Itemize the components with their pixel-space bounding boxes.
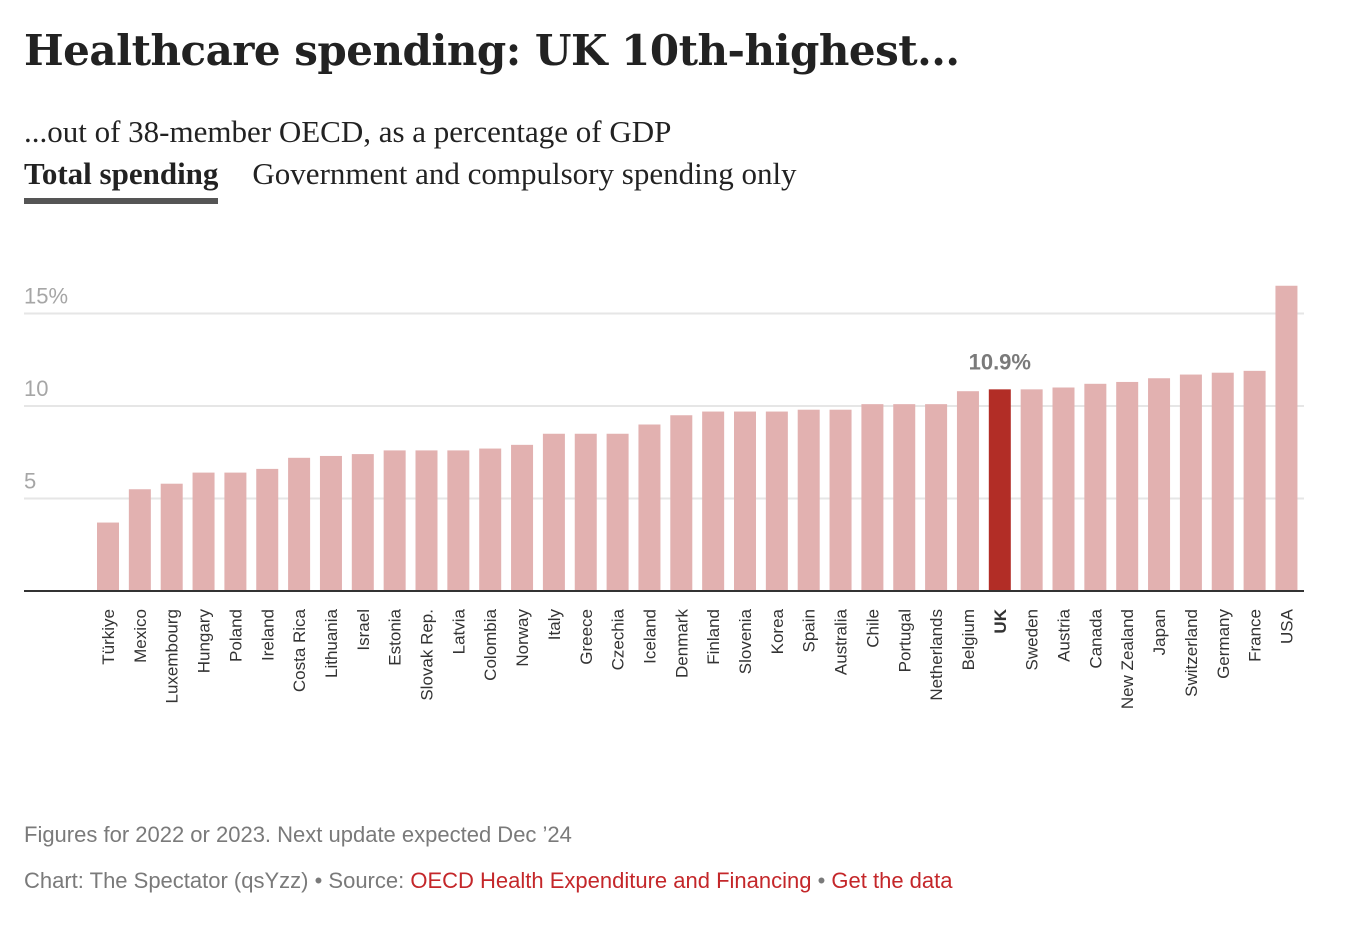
x-tick-label: Czechia <box>609 608 628 670</box>
bar-korea <box>765 411 788 591</box>
x-tick-label: Ireland <box>258 609 277 661</box>
x-tick-label: Hungary <box>195 609 214 674</box>
x-tick-label: Australia <box>832 608 851 675</box>
x-tick-label: Switzerland <box>1182 609 1201 697</box>
x-tick-label: New Zealand <box>1118 609 1137 709</box>
chart-subtitle: ...out of 38-member OECD, as a percentag… <box>24 114 672 149</box>
bar-finland <box>702 411 725 591</box>
bar-chile <box>861 404 884 591</box>
x-tick-label: Israel <box>354 609 373 651</box>
bar-australia <box>829 409 852 591</box>
bar-luxembourg <box>160 483 183 591</box>
x-tick-label: Finland <box>704 609 723 665</box>
x-tick-label: Luxembourg <box>163 609 182 704</box>
x-tick-label: Lithuania <box>322 608 341 678</box>
x-tick-label: Costa Rica <box>290 608 309 692</box>
x-tick-label: Slovenia <box>736 608 755 674</box>
x-tick-label: Greece <box>577 609 596 665</box>
bar-belgium <box>956 391 979 591</box>
credits: Chart: The Spectator (qsYzz) • Source: O… <box>24 868 953 894</box>
x-tick-label: Austria <box>1055 608 1074 661</box>
bar-israel <box>351 454 374 591</box>
bar-poland <box>224 472 247 591</box>
bar-estonia <box>383 450 406 591</box>
bar-denmark <box>670 415 693 591</box>
x-tick-label: Slovak Rep. <box>418 609 437 701</box>
bar-switzerland <box>1179 374 1202 591</box>
x-tick-label: Norway <box>513 609 532 667</box>
x-tick-label: Canada <box>1086 608 1105 668</box>
bar-costa-rica <box>288 457 311 591</box>
annotations: 10.9% <box>969 349 1031 374</box>
y-tick-label: 5 <box>24 469 36 494</box>
bar-slovak-rep- <box>415 450 438 591</box>
source-link[interactable]: OECD Health Expenditure and Financing <box>410 868 812 893</box>
bar-japan <box>1148 378 1171 591</box>
y-tick-label: 15% <box>24 284 68 309</box>
bar-ireland <box>256 468 279 591</box>
bar-portugal <box>893 404 916 591</box>
bar-new-zealand <box>1116 381 1139 591</box>
x-tick-label: France <box>1246 609 1265 662</box>
x-tick-label: Korea <box>768 608 787 654</box>
gridlines: 5 10 15% <box>24 284 1304 500</box>
x-tick-label: Poland <box>226 609 245 662</box>
x-tick-label: Chile <box>863 609 882 648</box>
footnote: Figures for 2022 or 2023. Next update ex… <box>24 822 572 847</box>
view-tabs: Total spending Government and compulsory… <box>24 156 797 204</box>
bar-t-rkiye <box>97 522 119 591</box>
tab-total-spending[interactable]: Total spending <box>24 156 219 204</box>
x-tick-label: Germany <box>1214 609 1233 679</box>
bar-slovenia <box>734 411 756 591</box>
x-tick-label: Spain <box>800 609 819 652</box>
bar-greece <box>574 433 597 591</box>
x-tick-label: Türkiye <box>99 609 118 665</box>
credit-separator: • <box>811 868 832 893</box>
bar-mexico <box>128 489 151 591</box>
x-tick-label: Japan <box>1150 609 1169 655</box>
bar-czechia <box>606 433 629 591</box>
y-tick-label: 10 <box>24 376 48 401</box>
bar-france <box>1243 370 1266 591</box>
bar-austria <box>1052 387 1075 591</box>
x-tick-label: Belgium <box>959 609 978 670</box>
x-tick-label: Italy <box>545 609 564 641</box>
bar-chart: 5 10 15% Türkiye Mexico Luxembourg Hungary Pol… <box>24 284 1304 709</box>
bar-spain <box>797 409 820 591</box>
x-tick-label: USA <box>1277 608 1296 644</box>
bar-latvia <box>447 450 470 591</box>
x-tick-label: Portugal <box>895 609 914 672</box>
data-label-uk: 10.9% <box>969 349 1031 374</box>
bar-colombia <box>479 448 502 591</box>
x-tick-label: Mexico <box>131 609 150 663</box>
chart-title: Healthcare spending: UK 10th-highest... <box>24 26 960 75</box>
credit-text: Chart: The Spectator (qsYzz) • Source: <box>24 868 411 893</box>
bar-norway <box>511 444 534 591</box>
x-tick-label: Netherlands <box>927 609 946 701</box>
bar-usa <box>1275 285 1298 591</box>
bars <box>24 285 1304 592</box>
bar-netherlands <box>925 404 948 591</box>
x-tick-label: Iceland <box>640 609 659 664</box>
bar-canada <box>1084 383 1107 591</box>
bar-sweden <box>1020 389 1043 591</box>
tab-government-spending[interactable]: Government and compulsory spending only <box>252 156 797 191</box>
x-tick-label: Colombia <box>481 608 500 680</box>
bar-iceland <box>638 424 661 591</box>
x-tick-label: Estonia <box>386 608 405 665</box>
bar-germany <box>1211 372 1234 591</box>
x-tick-label: Denmark <box>672 609 691 678</box>
x-axis-labels: Türkiye Mexico Luxembourg Hungary Poland Irel… <box>99 608 1296 709</box>
x-tick-label: UK <box>991 608 1010 633</box>
bar-hungary <box>192 472 215 591</box>
bar-lithuania <box>319 455 342 591</box>
bar-uk <box>988 389 1011 591</box>
get-data-link[interactable]: Get the data <box>831 868 953 893</box>
bar-italy <box>542 433 565 591</box>
x-tick-label: Sweden <box>1023 609 1042 670</box>
x-tick-label: Latvia <box>449 608 468 654</box>
